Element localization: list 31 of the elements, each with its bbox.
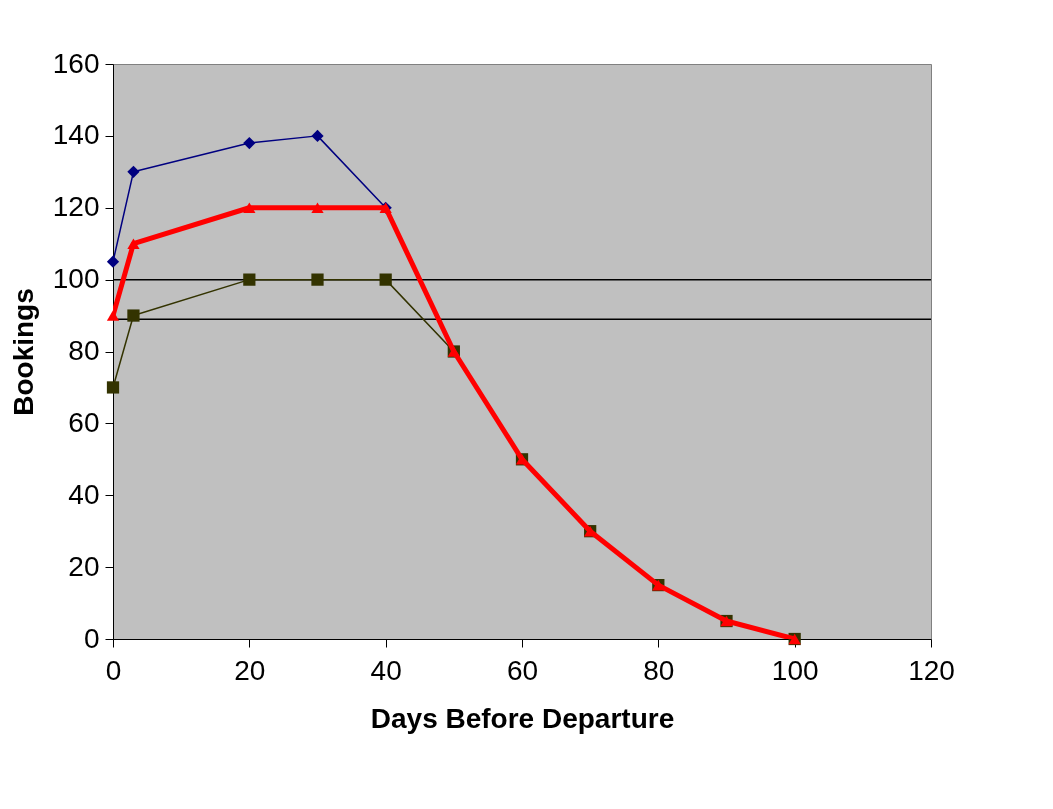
point <box>311 202 324 214</box>
point <box>243 273 256 286</box>
point <box>311 273 324 286</box>
point <box>106 310 120 321</box>
x-tick-label: 80 <box>643 654 675 686</box>
point <box>127 165 140 178</box>
y-tick-label: 100 <box>52 263 100 295</box>
y-tick-label: 20 <box>68 550 100 582</box>
point <box>243 202 256 214</box>
point <box>106 381 120 394</box>
point <box>311 129 324 142</box>
x-tick-label: 40 <box>370 654 402 686</box>
y-tick-label: 0 <box>83 622 100 654</box>
x-tick-label: 0 <box>105 654 122 686</box>
y-tick-label: 140 <box>52 119 100 151</box>
y-tick-label: 120 <box>52 191 100 223</box>
y-axis-title: Bookings <box>7 288 39 416</box>
x-tick-label: 20 <box>234 654 266 686</box>
point <box>106 255 120 268</box>
x-tick-label: 60 <box>506 654 539 686</box>
point <box>127 309 140 322</box>
point <box>243 136 256 150</box>
y-tick-label: 160 <box>52 47 100 79</box>
y-tick-label: 80 <box>68 335 100 366</box>
x-axis-title: Days Before Departure <box>370 702 675 734</box>
point <box>379 273 392 286</box>
y-tick-label: 40 <box>68 478 100 510</box>
point <box>127 238 140 249</box>
x-tick-label: 120 <box>908 654 955 686</box>
y-tick-label: 60 <box>68 406 100 438</box>
x-tick-label: 100 <box>771 654 819 686</box>
